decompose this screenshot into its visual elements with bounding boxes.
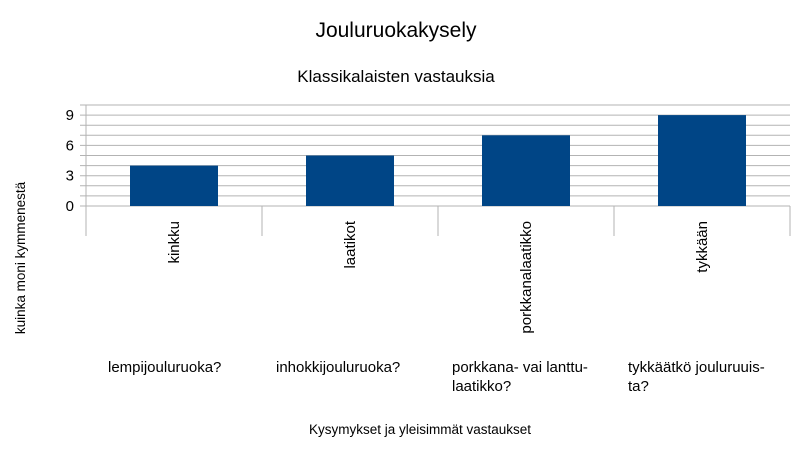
chart-subtitle: Klassikalaisten vastauksia [297,67,495,86]
bar [130,165,218,206]
category-label: tykkään [694,221,711,273]
x-axis-label: Kysymykset ja yleisimmät vastaukset [309,422,531,437]
bar [306,155,394,206]
y-tick-label: 3 [66,168,74,185]
question-label: porkkana- vai lanttu-laatikko? [452,359,588,395]
bar [482,135,570,206]
category-label: porkkanalaatikko [518,221,535,334]
bar [658,115,746,206]
question-label: tykkäätkö jouluruuis-ta? [628,359,765,395]
category-label: laatikot [342,220,359,268]
question-labels: lempijouluruoka? inhokkijouluruoka? porkka… [108,359,765,395]
y-tick-label: 6 [66,137,74,154]
chart-title: Jouluruokakysely [315,19,477,42]
y-tick-label: 9 [66,107,74,124]
category-label: kinkku [166,221,183,264]
question-label: lempijouluruoka? [108,359,221,376]
question-label: inhokkijouluruoka? [276,359,400,376]
axes [85,105,791,236]
y-tick-label: 0 [66,198,74,215]
y-tick-labels: 0 3 6 9 [66,107,74,215]
bars [130,115,746,206]
category-labels: kinkku laatikot porkkanalaatikko tykkään [166,220,711,333]
y-axis-label: kuinka moni kymmenestä [13,181,28,334]
